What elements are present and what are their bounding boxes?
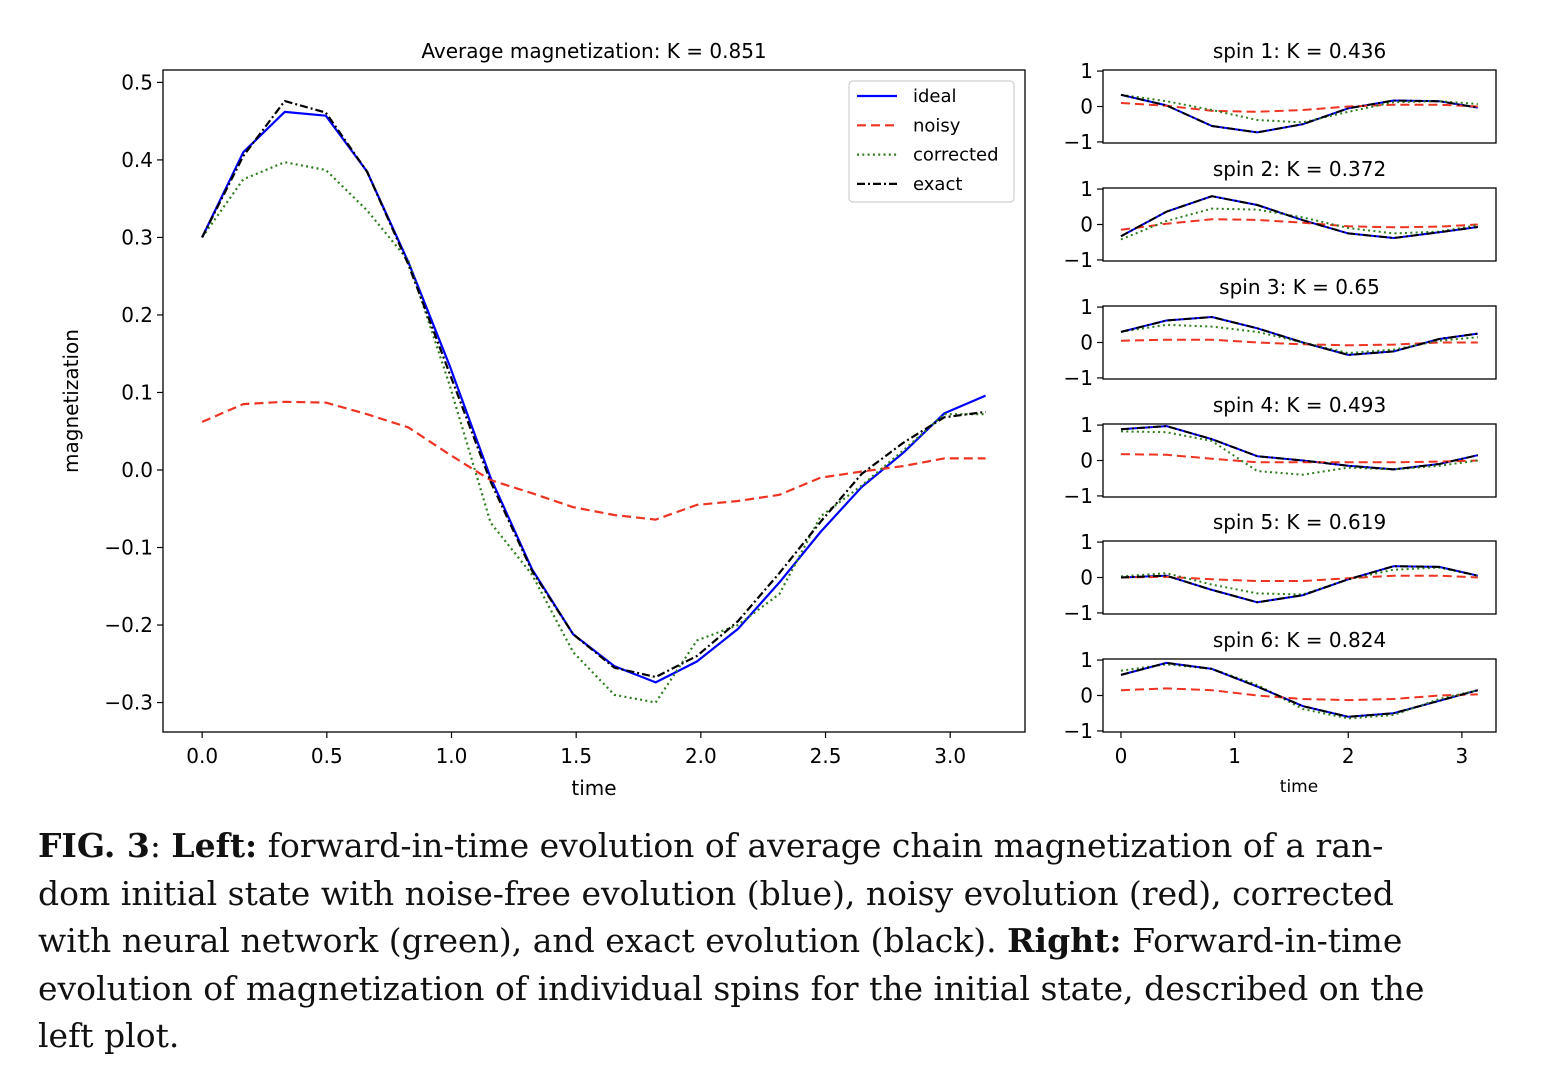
series-line-corrected: [1120, 323, 1478, 355]
series-line-ideal: [1120, 93, 1478, 134]
figure-caption: FIG. 3: Left: forward-in-time evolution …: [38, 822, 1518, 1060]
axes-title: spin 2: K = 0.372: [1213, 157, 1386, 181]
y-tick-label: 0.4: [121, 148, 153, 172]
x-tick-label: 2.5: [810, 744, 842, 768]
y-tick-label: 0: [1080, 449, 1093, 473]
y-tick-label: 1: [1080, 530, 1093, 554]
series-line-ideal: [1120, 661, 1479, 718]
axes-frame: [1102, 187, 1497, 262]
x-tick-label: 2: [1342, 744, 1355, 768]
y-tick-label: −1: [1064, 719, 1093, 743]
x-tick-label: 1.5: [560, 744, 592, 768]
y-tick-label: −0.2: [104, 613, 153, 637]
y-tick-label: 1: [1080, 648, 1093, 672]
y-tick-label: 1: [1080, 413, 1093, 437]
series-line-ideal: [1120, 565, 1479, 604]
caption-line: forward-in-time evolution of average cha…: [257, 826, 1384, 865]
axes-frame: [1102, 540, 1497, 615]
y-tick-label: 0.0: [121, 458, 153, 482]
series-line-exact: [201, 99, 986, 679]
y-tick-label: 0: [1080, 95, 1093, 119]
legend-label-exact: exact: [913, 174, 962, 195]
x-axis-label: time: [571, 776, 616, 800]
legend-box: [848, 80, 1015, 203]
caption-fig-label: FIG. 3: [38, 826, 150, 865]
series-line-noisy: [1120, 687, 1478, 702]
y-tick-label: 0.3: [121, 225, 153, 249]
series-line-noisy: [1120, 102, 1478, 113]
series-line-noisy: [1120, 338, 1478, 347]
legend-label-noisy: noisy: [913, 115, 961, 136]
y-tick-label: 0.1: [121, 380, 153, 404]
series-line-exact: [1120, 661, 1479, 718]
series-line-corrected: [201, 161, 986, 704]
legend-label-corrected: corrected: [913, 145, 999, 166]
y-tick-label: 0: [1080, 684, 1093, 708]
y-tick-label: 1: [1080, 295, 1093, 319]
axes-frame: [162, 69, 1026, 733]
series-line-exact: [1120, 93, 1478, 134]
y-tick-label: 0: [1080, 213, 1093, 237]
series-line-corrected: [1120, 663, 1479, 720]
axes-title: spin 3: K = 0.65: [1219, 275, 1380, 299]
x-tick-label: 0.0: [186, 744, 218, 768]
series-line-exact: [1120, 425, 1479, 471]
series-line-corrected: [1120, 566, 1479, 596]
series-line-ideal: [1120, 425, 1479, 471]
x-tick-label: 0: [1115, 744, 1128, 768]
caption-line: left plot.: [38, 1016, 180, 1055]
axes-frame: [1102, 69, 1497, 144]
x-tick-label: 3.0: [934, 744, 966, 768]
y-tick-label: −0.3: [104, 691, 153, 715]
x-tick-label: 1: [1228, 744, 1241, 768]
x-tick-label: 1.0: [436, 744, 468, 768]
figure: −0.3 −0.2 −0.1 0.0 0.1 0.2 0.3 0.4 0.5 0.0 0.5 1.0 1…: [59, 39, 1497, 800]
y-tick-label: −1: [1064, 248, 1093, 272]
caption-line: with neural network (green), and exact e…: [38, 921, 1008, 960]
caption-right-label: Right:: [1007, 921, 1122, 960]
series-line-corrected: [1120, 93, 1478, 124]
y-tick-label: 0: [1080, 331, 1093, 355]
axes-title: spin 5: K = 0.619: [1213, 510, 1386, 534]
y-tick-label: −1: [1064, 366, 1093, 390]
axes-title: spin 6: K = 0.824: [1213, 628, 1386, 652]
caption-line: evolution of magnetization of individual…: [38, 968, 1425, 1008]
y-tick-label: 0.2: [121, 303, 153, 327]
x-tick-label: 0.5: [311, 744, 343, 768]
y-axis-label: magnetization: [59, 329, 83, 473]
series-line-noisy: [1120, 453, 1478, 464]
caption-line: Forward-in-time: [1121, 921, 1403, 960]
series-line-exact: [1120, 195, 1478, 239]
y-tick-label: −1: [1064, 484, 1093, 508]
axes-title: spin 1: K = 0.436: [1213, 39, 1386, 63]
series-line-noisy: [1120, 218, 1478, 231]
series-line-ideal: [201, 110, 987, 684]
x-tick-label: 3: [1456, 744, 1469, 768]
legend-label-ideal: ideal: [913, 86, 957, 107]
series-line-noisy: [1120, 574, 1478, 582]
y-tick-label: 1: [1080, 59, 1093, 83]
series-line-corrected: [1120, 207, 1478, 241]
series-line-noisy: [201, 400, 986, 521]
caption-sep: :: [149, 826, 172, 865]
x-tick-label: 2.0: [685, 744, 717, 768]
caption-line: dom initial state with noise-free evolut…: [38, 873, 1394, 913]
y-tick-label: 0: [1080, 566, 1093, 590]
series-line-ideal: [1120, 316, 1478, 356]
y-tick-label: 0.5: [121, 70, 153, 94]
series-line-exact: [1120, 565, 1479, 604]
axes-title: spin 4: K = 0.493: [1213, 393, 1386, 417]
caption-left-label: Left:: [171, 826, 258, 865]
y-tick-label: −1: [1064, 130, 1093, 154]
series-line-ideal: [1120, 195, 1478, 239]
axes-title: Average magnetization: K = 0.851: [421, 39, 766, 63]
series-line-exact: [1120, 316, 1478, 356]
series-line-corrected: [1120, 430, 1478, 476]
y-tick-label: −0.1: [104, 536, 153, 560]
y-tick-label: 1: [1080, 177, 1093, 201]
y-tick-label: −1: [1064, 601, 1093, 625]
subplot-x-axis-label: time: [1280, 777, 1318, 797]
